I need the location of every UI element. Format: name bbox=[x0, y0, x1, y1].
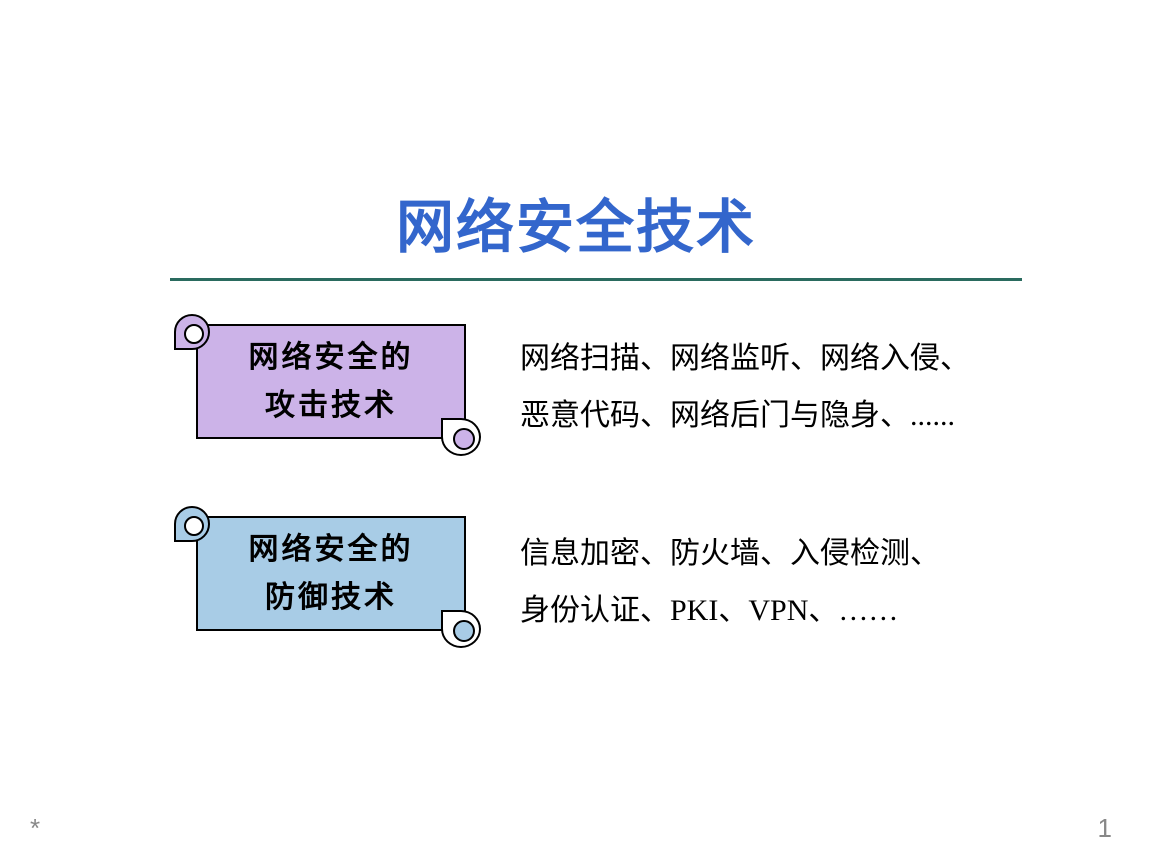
scroll-attack-line2: 攻击技术 bbox=[265, 382, 397, 430]
scroll-defense: 网络安全的 防御技术 bbox=[170, 510, 475, 640]
desc-attack-line1: 网络扫描、网络监听、网络入侵、 bbox=[520, 330, 970, 387]
scroll-body-defense: 网络安全的 防御技术 bbox=[196, 516, 466, 631]
desc-attack-line2: 恶意代码、网络后门与隐身、...... bbox=[520, 387, 970, 444]
scroll-curl-icon bbox=[441, 610, 483, 650]
footer-marker: * bbox=[30, 813, 40, 844]
scroll-defense-line2: 防御技术 bbox=[265, 574, 397, 622]
page-number: 1 bbox=[1098, 813, 1112, 844]
scroll-curl-icon bbox=[174, 314, 212, 352]
scroll-attack: 网络安全的 攻击技术 bbox=[170, 318, 475, 448]
description-defense: 信息加密、防火墙、入侵检测、 身份认证、PKI、VPN、…… bbox=[520, 525, 940, 639]
scroll-attack-line1: 网络安全的 bbox=[249, 334, 414, 382]
title-underline bbox=[170, 278, 1022, 281]
desc-defense-line1: 信息加密、防火墙、入侵检测、 bbox=[520, 525, 940, 582]
desc-defense-line2: 身份认证、PKI、VPN、…… bbox=[520, 582, 940, 639]
description-attack: 网络扫描、网络监听、网络入侵、 恶意代码、网络后门与隐身、...... bbox=[520, 330, 970, 444]
scroll-curl-icon bbox=[441, 418, 483, 458]
scroll-body-attack: 网络安全的 攻击技术 bbox=[196, 324, 466, 439]
slide-title: 网络安全技术 bbox=[396, 180, 756, 264]
scroll-curl-icon bbox=[174, 506, 212, 544]
scroll-defense-line1: 网络安全的 bbox=[249, 526, 414, 574]
